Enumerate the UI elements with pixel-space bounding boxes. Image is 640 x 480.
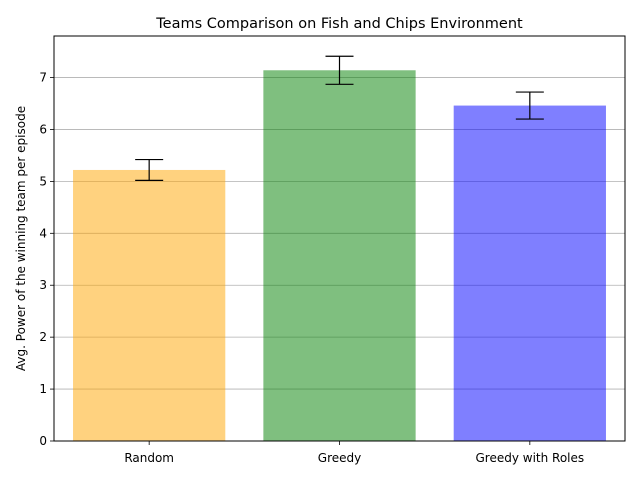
x-tick-label: Greedy bbox=[318, 451, 361, 465]
y-tick-label: 7 bbox=[39, 71, 47, 85]
y-tick-label: 3 bbox=[39, 278, 47, 292]
bar bbox=[453, 105, 606, 442]
error-bars bbox=[135, 55, 544, 181]
x-tick-label: Random bbox=[124, 451, 174, 465]
bar bbox=[263, 70, 416, 442]
bars bbox=[73, 70, 606, 442]
y-tick-label: 2 bbox=[39, 330, 47, 344]
y-tick-label: 1 bbox=[39, 382, 47, 396]
bar bbox=[73, 169, 226, 441]
y-tick-label: 5 bbox=[39, 174, 47, 188]
y-axis-label: Avg. Power of the winning team per episo… bbox=[14, 106, 28, 371]
y-tick-label: 0 bbox=[39, 434, 47, 448]
x-tick-label: Greedy with Roles bbox=[476, 451, 585, 465]
y-tick-label: 4 bbox=[39, 226, 47, 240]
y-tick-label: 6 bbox=[39, 122, 47, 136]
y-axis: 0 1 2 3 4 5 6 7 bbox=[39, 71, 54, 448]
chart-title: Teams Comparison on Fish and Chips Envir… bbox=[155, 16, 523, 32]
x-axis: Random Greedy Greedy with Roles bbox=[124, 441, 584, 465]
